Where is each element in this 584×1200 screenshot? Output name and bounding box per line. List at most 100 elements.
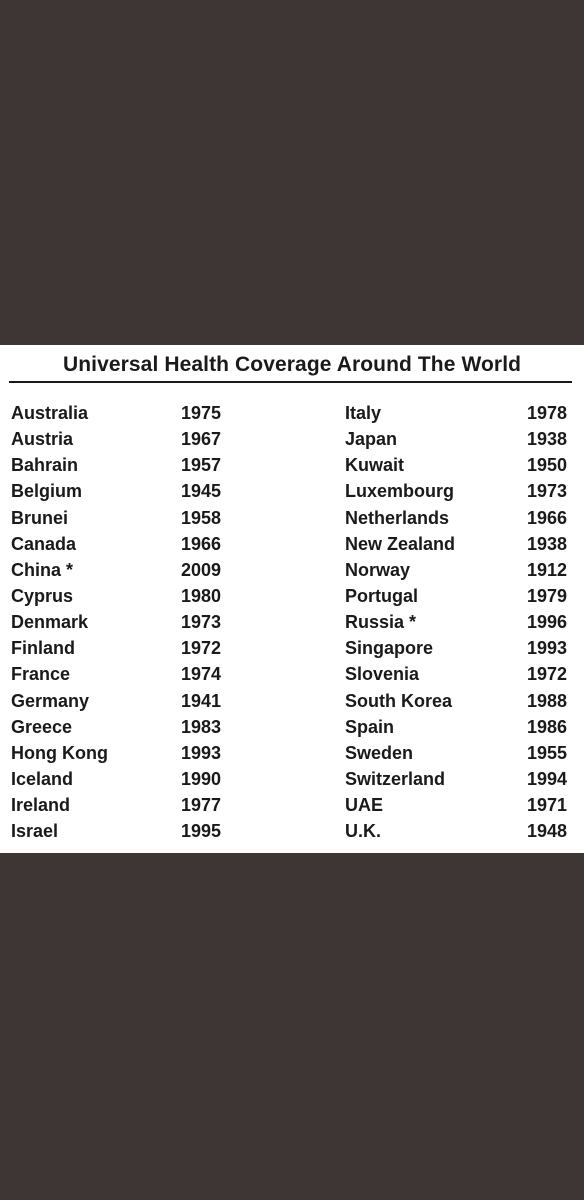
country-row: Belgium 1945 <box>11 478 221 504</box>
coverage-year: 1957 <box>180 455 221 476</box>
coverage-year: 1972 <box>180 638 221 659</box>
country-name: Belgium <box>11 481 83 502</box>
coverage-year: 1955 <box>526 742 567 763</box>
country-row: Hong Kong 1993 <box>11 740 221 766</box>
coverage-year: 1995 <box>180 821 221 842</box>
country-name: Bahrain <box>11 455 79 476</box>
country-name: Norway <box>345 559 411 580</box>
country-name: Netherlands <box>345 507 450 528</box>
country-row: France 1974 <box>11 661 221 687</box>
country-name: Iceland <box>11 768 74 789</box>
coverage-year: 1986 <box>526 716 567 737</box>
country-row: New Zealand 1938 <box>345 531 567 557</box>
country-row: Netherlands 1966 <box>345 505 567 531</box>
coverage-year: 2009 <box>180 559 221 580</box>
coverage-year: 1972 <box>526 664 567 685</box>
country-row: Singapore 1993 <box>345 635 567 661</box>
country-row: Norway 1912 <box>345 557 567 583</box>
coverage-year: 1912 <box>526 559 567 580</box>
country-name: Portugal <box>345 585 419 606</box>
country-name: Singapore <box>345 638 434 659</box>
country-name: Brunei <box>11 507 69 528</box>
country-name: Cyprus <box>11 585 74 606</box>
country-name: China * <box>11 559 74 580</box>
coverage-year: 1971 <box>526 795 567 816</box>
country-row: Luxembourg 1973 <box>345 478 567 504</box>
coverage-year: 1941 <box>180 690 221 711</box>
country-row: Italy 1978 <box>345 400 567 426</box>
coverage-year: 1948 <box>526 821 567 842</box>
title-underline <box>9 381 572 383</box>
coverage-year: 1996 <box>526 612 567 633</box>
coverage-year: 1988 <box>526 690 567 711</box>
country-name: France <box>11 664 71 685</box>
country-row: Portugal 1979 <box>345 583 567 609</box>
country-name: Slovenia <box>345 664 420 685</box>
coverage-year: 1973 <box>180 612 221 633</box>
country-row: UAE 1971 <box>345 792 567 818</box>
coverage-year: 1945 <box>180 481 221 502</box>
country-name: Germany <box>11 690 90 711</box>
country-name: Japan <box>345 429 398 450</box>
coverage-year: 1966 <box>180 533 221 554</box>
coverage-year: 1993 <box>526 638 567 659</box>
country-name: U.K. <box>345 821 381 842</box>
coverage-year: 1983 <box>180 716 221 737</box>
country-name: Greece <box>11 716 73 737</box>
country-row: Canada 1966 <box>11 531 221 557</box>
coverage-table-card: Universal Health Coverage Around The Wor… <box>0 345 584 853</box>
country-row: Bahrain 1957 <box>11 452 221 478</box>
country-name: Sweden <box>345 742 414 763</box>
country-name: Austria <box>11 429 74 450</box>
coverage-year: 1958 <box>180 507 221 528</box>
coverage-year: 1950 <box>526 455 567 476</box>
coverage-year: 1978 <box>526 403 567 423</box>
country-row: Denmark 1973 <box>11 609 221 635</box>
country-row: Switzerland 1994 <box>345 766 567 792</box>
left-column: Australia 1975 Austria 1967 Bahrain 1957 Belgi… <box>11 400 221 844</box>
coverage-year: 1979 <box>526 585 567 606</box>
table-title: Universal Health Coverage Around The Wor… <box>62 353 522 376</box>
country-row: China * 2009 <box>11 557 221 583</box>
country-name: Canada <box>11 533 77 554</box>
country-name: Kuwait <box>345 455 405 476</box>
country-row: Greece 1983 <box>11 714 221 740</box>
coverage-year: 1975 <box>180 403 221 423</box>
country-row: Slovenia 1972 <box>345 661 567 687</box>
coverage-year: 1974 <box>180 664 221 685</box>
country-name: Israel <box>11 821 59 842</box>
country-row: U.K. 1948 <box>345 818 567 844</box>
country-name: Switzerland <box>345 768 446 789</box>
country-name: Luxembourg <box>345 481 455 502</box>
country-row: Iceland 1990 <box>11 766 221 792</box>
country-name: South Korea <box>345 690 453 711</box>
coverage-year: 1973 <box>526 481 567 502</box>
country-name: Australia <box>11 403 89 423</box>
country-name: Italy <box>345 403 382 423</box>
country-row: Sweden 1955 <box>345 740 567 766</box>
country-row: Finland 1972 <box>11 635 221 661</box>
coverage-year: 1994 <box>526 768 567 789</box>
country-name: Ireland <box>11 795 71 816</box>
country-row: Russia * 1996 <box>345 609 567 635</box>
country-row: Ireland 1977 <box>11 792 221 818</box>
country-row: South Korea 1988 <box>345 688 567 714</box>
right-column: Italy 1978 Japan 1938 Kuwait 1950 Luxembourg 19… <box>345 400 567 844</box>
country-name: UAE <box>345 795 384 816</box>
country-row: Austria 1967 <box>11 426 221 452</box>
country-name: Finland <box>11 638 75 659</box>
country-row: Israel 1995 <box>11 818 221 844</box>
coverage-year: 1993 <box>180 742 221 763</box>
country-row: Germany 1941 <box>11 688 221 714</box>
coverage-year: 1967 <box>180 429 221 450</box>
country-row: Cyprus 1980 <box>11 583 221 609</box>
country-name: Russia * <box>345 612 417 633</box>
country-name: New Zealand <box>345 533 456 554</box>
country-name: Spain <box>345 716 395 737</box>
country-row: Kuwait 1950 <box>345 452 567 478</box>
coverage-year: 1966 <box>526 507 567 528</box>
country-name: Hong Kong <box>11 742 108 763</box>
coverage-year: 1977 <box>180 795 221 816</box>
country-name: Denmark <box>11 612 89 633</box>
coverage-year: 1938 <box>526 429 567 450</box>
